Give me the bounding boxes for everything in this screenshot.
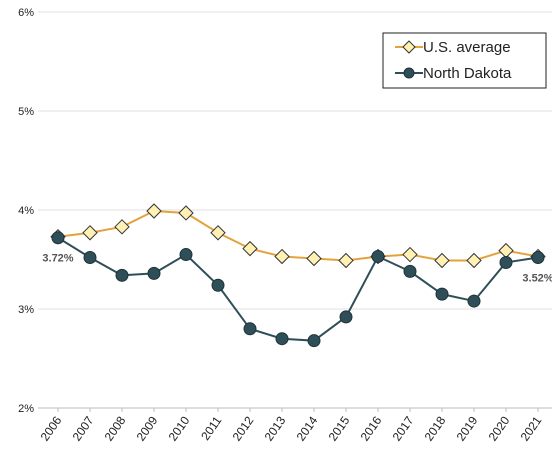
series-line — [57, 209, 539, 262]
x-tick-label: 2018 — [422, 413, 449, 443]
data-point — [242, 240, 258, 257]
data-point — [115, 268, 129, 282]
y-tick-label: 2% — [18, 403, 34, 415]
x-tick-label: 2021 — [518, 413, 545, 443]
data-point — [179, 248, 193, 262]
data-point — [306, 250, 322, 267]
data-label: 3.72% — [42, 253, 73, 265]
data-point — [403, 264, 417, 278]
x-tick-label: 2014 — [294, 413, 321, 443]
x-tick-label: 2007 — [70, 413, 97, 443]
data-point — [82, 225, 98, 241]
data-point — [466, 252, 482, 269]
y-tick-label: 3% — [18, 304, 34, 316]
data-point — [338, 252, 354, 269]
x-tick-label: 2006 — [38, 413, 65, 443]
data-point — [339, 310, 353, 324]
legend-label: North Dakota — [423, 65, 512, 82]
data-point — [307, 334, 321, 348]
x-tick-label: 2017 — [390, 413, 417, 443]
data-point — [178, 205, 194, 221]
data-point — [435, 287, 449, 301]
data-point — [210, 225, 226, 241]
x-tick-label: 2011 — [198, 413, 224, 442]
data-point — [146, 203, 162, 219]
data-point — [498, 242, 514, 259]
data-label: 3.52% — [522, 273, 552, 285]
x-tick-label: 2020 — [486, 413, 513, 443]
y-tick-label: 5% — [18, 106, 34, 118]
x-tick-label: 2016 — [358, 413, 385, 443]
x-tick-label: 2010 — [166, 413, 193, 443]
series-line — [57, 236, 539, 342]
legend-marker — [402, 40, 416, 54]
data-point — [51, 231, 65, 245]
data-point — [402, 246, 418, 263]
data-point — [274, 248, 290, 265]
data-point — [243, 322, 257, 336]
data-point — [371, 250, 385, 264]
data-point — [499, 255, 513, 269]
x-tick-label: 2008 — [102, 413, 129, 443]
legend-marker — [403, 67, 415, 79]
data-point — [211, 278, 225, 292]
x-tick-label: 2019 — [454, 413, 481, 443]
legend-label: U.S. average — [423, 39, 511, 56]
data-point — [434, 252, 450, 269]
data-point — [531, 251, 545, 265]
x-tick-label: 2013 — [262, 413, 289, 443]
x-tick-label: 2012 — [230, 413, 257, 443]
y-tick-label: 6% — [18, 7, 34, 19]
data-point — [83, 251, 97, 265]
y-tick-label: 4% — [18, 205, 34, 217]
x-tick-label: 2009 — [134, 413, 161, 443]
data-point — [467, 294, 481, 308]
x-tick-label: 2015 — [326, 413, 353, 443]
data-point — [147, 266, 161, 280]
data-point — [275, 332, 289, 346]
data-point — [114, 219, 130, 235]
